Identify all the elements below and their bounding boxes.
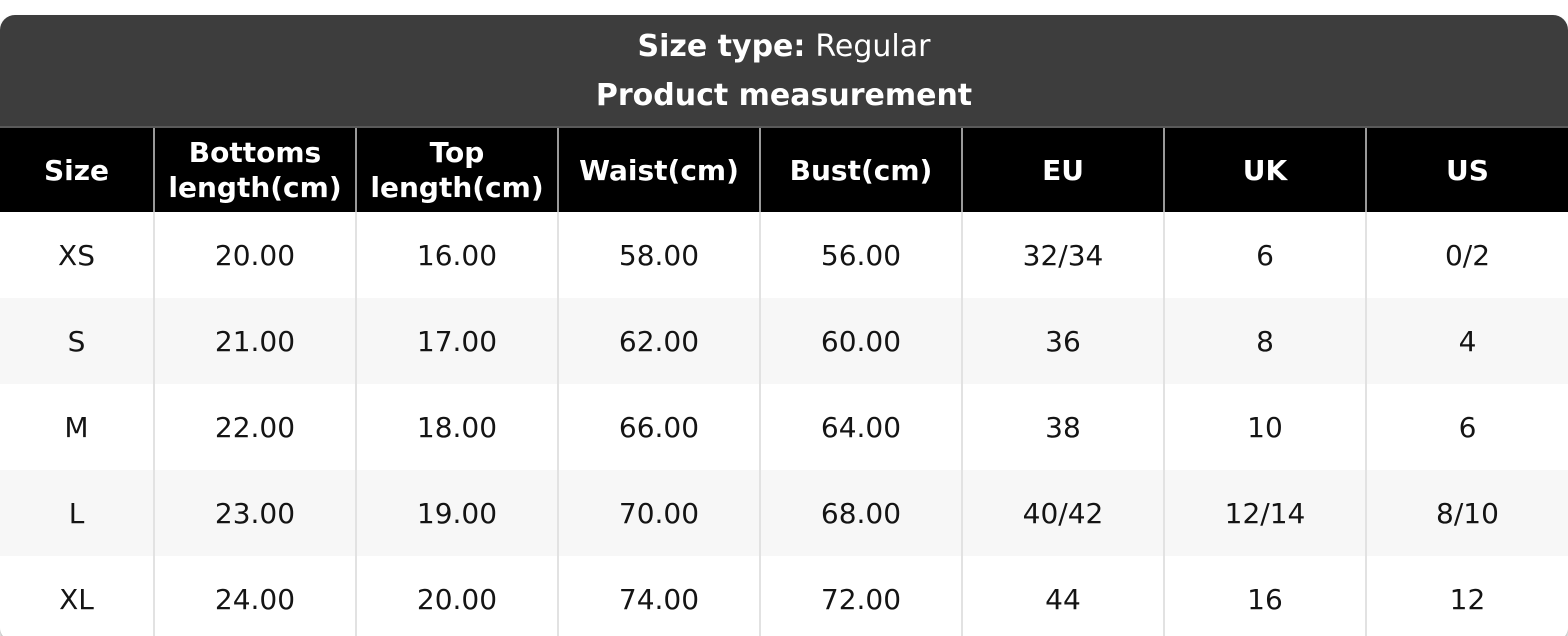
table-row-xl: XL 24.00 20.00 74.00 72.00 44 16 12 <box>0 556 1568 636</box>
table-cell: 60.00 <box>759 298 962 384</box>
size-type-value: Regular <box>815 28 931 64</box>
product-measurement-title: Product measurement <box>595 77 973 113</box>
column-header-uk: UK <box>1163 128 1366 212</box>
column-header-us: US <box>1365 128 1568 212</box>
table-cell: 16 <box>1163 556 1366 636</box>
table-cell: 10 <box>1163 384 1366 470</box>
table-cell: 8 <box>1163 298 1366 384</box>
table-cell: 23.00 <box>153 470 356 556</box>
table-cell: 58.00 <box>557 212 760 298</box>
table-cell: 72.00 <box>759 556 962 636</box>
column-header-waist: Waist(cm) <box>557 128 760 212</box>
table-row-s: S 21.00 17.00 62.00 60.00 36 8 4 <box>0 298 1568 384</box>
table-cell: 16.00 <box>355 212 558 298</box>
size-type-label: Size type: <box>637 28 806 64</box>
size-type-line: Size type: Regular <box>638 30 931 63</box>
table-cell: 21.00 <box>153 298 356 384</box>
size-chart-card: Size type: Regular Product measurement Si… <box>0 15 1568 636</box>
table-cell: 6 <box>1365 384 1568 470</box>
table-cell: 68.00 <box>759 470 962 556</box>
table-cell: 20.00 <box>355 556 558 636</box>
table-cell: 70.00 <box>557 470 760 556</box>
column-header-bottoms-length: Bottoms length(cm) <box>153 128 356 212</box>
table-cell: 38 <box>961 384 1164 470</box>
table-cell: 56.00 <box>759 212 962 298</box>
table-cell: XL <box>0 556 154 636</box>
table-row-l: L 23.00 19.00 70.00 68.00 40/42 12/14 8/… <box>0 470 1568 556</box>
table-cell: 0/2 <box>1365 212 1568 298</box>
table-cell: 18.00 <box>355 384 558 470</box>
column-header-top-length: Top length(cm) <box>355 128 558 212</box>
size-chart-banner: Size type: Regular Product measurement <box>0 15 1568 128</box>
table-cell: 40/42 <box>961 470 1164 556</box>
column-header-eu: EU <box>961 128 1164 212</box>
table-cell: 32/34 <box>961 212 1164 298</box>
table-cell: 74.00 <box>557 556 760 636</box>
table-cell: L <box>0 470 154 556</box>
table-cell: 12 <box>1365 556 1568 636</box>
header-row: Size Bottoms length(cm) Top length(cm) W… <box>0 128 1568 212</box>
table-cell: 22.00 <box>153 384 356 470</box>
table-cell: S <box>0 298 154 384</box>
table-cell: 36 <box>961 298 1164 384</box>
table-cell: 20.00 <box>153 212 356 298</box>
table-cell: 17.00 <box>355 298 558 384</box>
column-header-bust: Bust(cm) <box>759 128 962 212</box>
table-cell: 6 <box>1163 212 1366 298</box>
table-cell: 62.00 <box>557 298 760 384</box>
table-cell: 66.00 <box>557 384 760 470</box>
table-cell: XS <box>0 212 154 298</box>
table-cell: 8/10 <box>1365 470 1568 556</box>
table-cell: 24.00 <box>153 556 356 636</box>
size-chart-table: Size Bottoms length(cm) Top length(cm) W… <box>0 128 1568 636</box>
table-cell: 19.00 <box>355 470 558 556</box>
table-cell: 44 <box>961 556 1164 636</box>
column-header-size: Size <box>0 128 154 212</box>
table-row-xs: XS 20.00 16.00 58.00 56.00 32/34 6 0/2 <box>0 212 1568 298</box>
table-cell: 4 <box>1365 298 1568 384</box>
table-row-m: M 22.00 18.00 66.00 64.00 38 10 6 <box>0 384 1568 470</box>
table-cell: 12/14 <box>1163 470 1366 556</box>
table-cell: M <box>0 384 154 470</box>
table-cell: 64.00 <box>759 384 962 470</box>
